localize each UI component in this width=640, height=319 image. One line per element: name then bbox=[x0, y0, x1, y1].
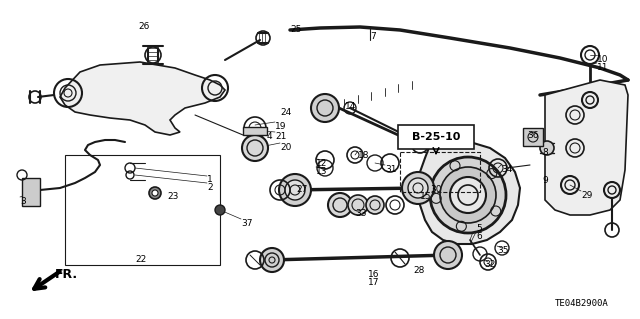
Circle shape bbox=[430, 157, 506, 233]
Bar bbox=[65, 155, 220, 265]
Text: 1: 1 bbox=[207, 175, 212, 184]
Text: 8: 8 bbox=[542, 148, 548, 157]
Text: 3: 3 bbox=[20, 197, 26, 206]
Text: 14: 14 bbox=[345, 102, 356, 111]
Text: 33: 33 bbox=[355, 209, 367, 218]
Text: 28: 28 bbox=[413, 266, 424, 275]
Text: 12: 12 bbox=[316, 159, 328, 168]
Circle shape bbox=[402, 172, 434, 204]
Text: 18: 18 bbox=[358, 151, 369, 160]
Text: 2: 2 bbox=[207, 183, 212, 192]
Circle shape bbox=[366, 196, 384, 214]
Text: 27: 27 bbox=[296, 185, 307, 194]
Text: 16: 16 bbox=[368, 270, 380, 279]
Text: 23: 23 bbox=[167, 192, 179, 201]
Circle shape bbox=[279, 174, 311, 206]
Circle shape bbox=[328, 193, 352, 217]
Bar bbox=[400, 152, 480, 192]
Text: 4: 4 bbox=[267, 132, 273, 141]
Text: 10: 10 bbox=[597, 55, 609, 64]
Bar bbox=[523, 128, 543, 146]
Polygon shape bbox=[545, 80, 628, 215]
Circle shape bbox=[408, 178, 428, 198]
Text: 29: 29 bbox=[581, 191, 593, 200]
Circle shape bbox=[285, 180, 305, 200]
Circle shape bbox=[540, 141, 554, 155]
Text: 26: 26 bbox=[138, 22, 149, 31]
Polygon shape bbox=[418, 140, 520, 244]
Text: 34: 34 bbox=[501, 165, 513, 174]
Text: TE04B2900A: TE04B2900A bbox=[555, 299, 609, 308]
Text: 32: 32 bbox=[484, 260, 495, 269]
Circle shape bbox=[311, 94, 339, 122]
Circle shape bbox=[440, 167, 496, 223]
Text: 36: 36 bbox=[527, 131, 538, 140]
Text: 25: 25 bbox=[290, 25, 301, 34]
Polygon shape bbox=[60, 62, 225, 135]
Circle shape bbox=[152, 190, 158, 196]
Text: 5: 5 bbox=[476, 224, 482, 233]
Circle shape bbox=[260, 248, 284, 272]
Text: 20: 20 bbox=[280, 143, 291, 152]
Circle shape bbox=[149, 187, 161, 199]
Text: 21: 21 bbox=[275, 132, 286, 141]
Circle shape bbox=[450, 177, 486, 213]
Text: 24: 24 bbox=[280, 108, 291, 117]
Bar bbox=[22, 178, 40, 206]
Text: B-25-10: B-25-10 bbox=[412, 132, 460, 142]
Text: 11: 11 bbox=[597, 63, 609, 72]
Text: 22: 22 bbox=[135, 255, 147, 264]
Circle shape bbox=[348, 195, 368, 215]
Text: FR.: FR. bbox=[55, 269, 78, 281]
Text: 37: 37 bbox=[241, 219, 253, 228]
Text: 17: 17 bbox=[368, 278, 380, 287]
Bar bbox=[398, 125, 474, 149]
Circle shape bbox=[242, 135, 268, 161]
Text: 35: 35 bbox=[497, 246, 509, 255]
Text: 31: 31 bbox=[385, 165, 397, 174]
Text: 9: 9 bbox=[542, 176, 548, 185]
Text: 6: 6 bbox=[476, 232, 482, 241]
Circle shape bbox=[434, 241, 462, 269]
Bar bbox=[243, 127, 267, 135]
Circle shape bbox=[215, 205, 225, 215]
Text: 7: 7 bbox=[370, 32, 376, 41]
Text: 19: 19 bbox=[275, 122, 287, 131]
Text: 13: 13 bbox=[316, 167, 328, 176]
Text: 30: 30 bbox=[430, 185, 442, 194]
Text: 15: 15 bbox=[420, 192, 431, 201]
